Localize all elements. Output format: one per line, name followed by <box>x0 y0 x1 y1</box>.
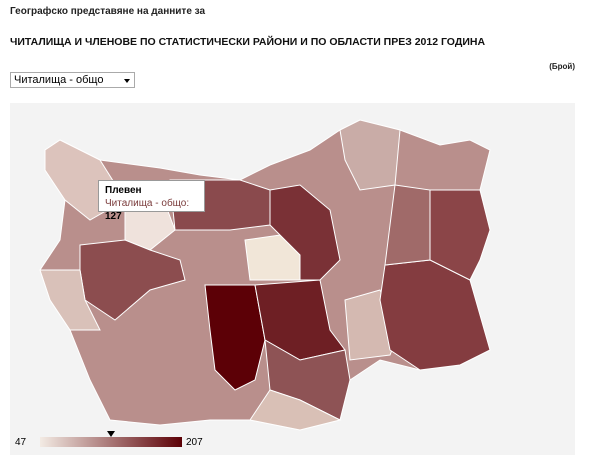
region <box>249 389 342 431</box>
region <box>39 269 101 331</box>
tooltip-value: 127 <box>105 211 122 222</box>
legend-min: 47 <box>15 437 27 448</box>
title: ЧИТАЛИЩА И ЧЛЕНОВЕ ПО СТАТИСТИЧЕСКИ РАЙО… <box>10 36 486 48</box>
indicator-dropdown[interactable]: Читалища - общо <box>10 72 135 88</box>
subtitle: Географско представяне на данните за <box>10 6 206 17</box>
legend-marker <box>107 431 115 437</box>
tooltip-label: Читалища - общо: <box>105 198 190 209</box>
legend-max: 207 <box>186 437 203 448</box>
region <box>384 184 431 266</box>
legend-gradient <box>40 437 182 447</box>
tooltip: Плевен Читалища - общо: 127 <box>98 180 205 222</box>
region <box>339 119 401 191</box>
unit: (Брой) <box>549 62 575 71</box>
region <box>269 184 341 281</box>
dropdown-value: Читалища - общо <box>14 74 104 86</box>
regions <box>39 119 491 431</box>
tooltip-region: Плевен <box>105 185 142 196</box>
